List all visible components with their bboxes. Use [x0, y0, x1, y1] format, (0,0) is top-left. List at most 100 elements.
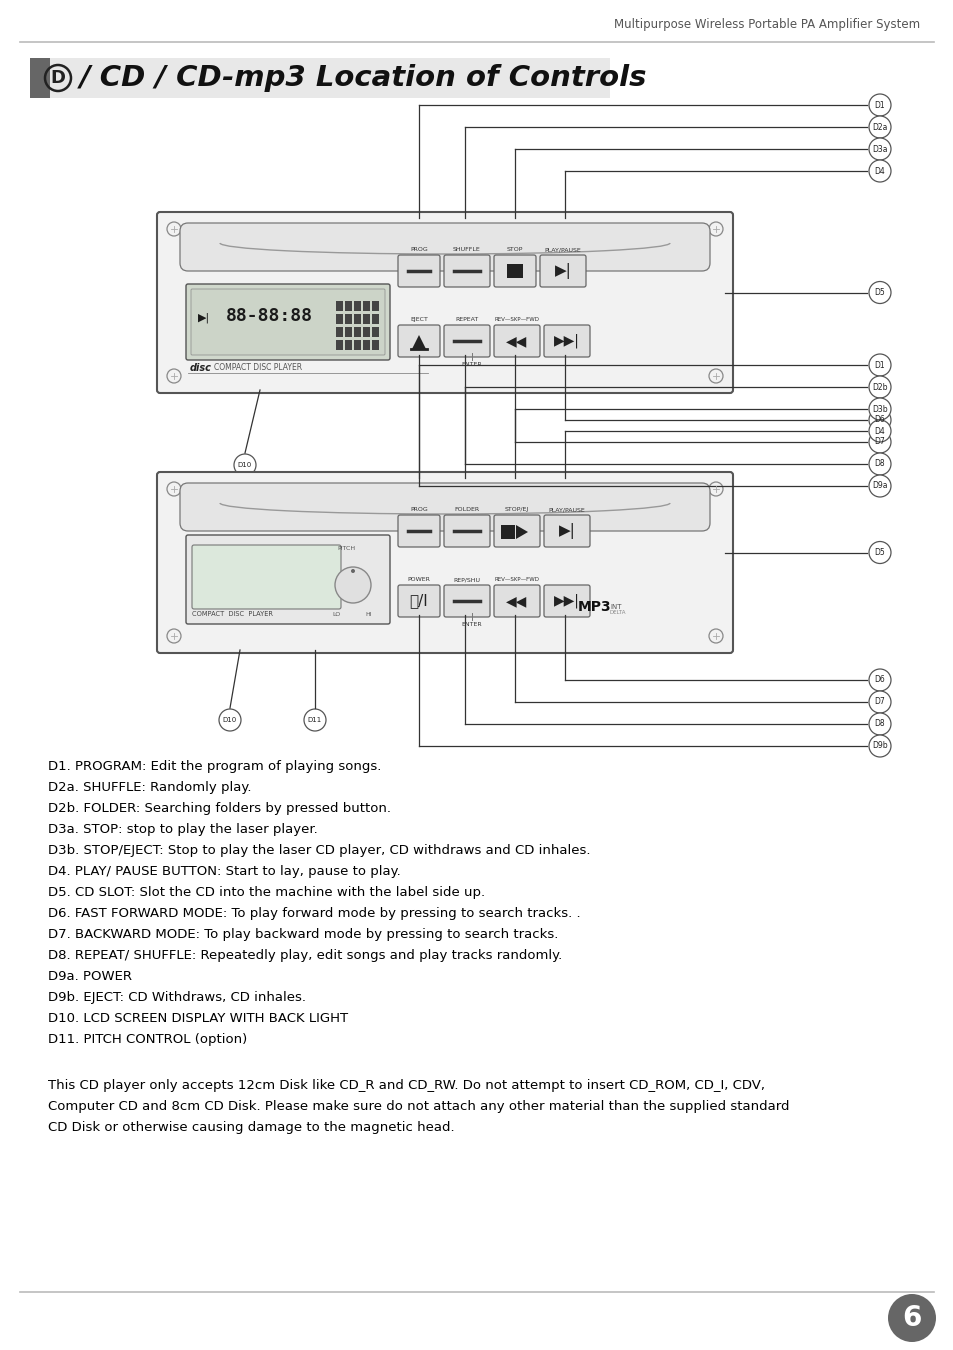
Text: PLAY/PAUSE: PLAY/PAUSE: [548, 508, 585, 512]
Circle shape: [868, 475, 890, 497]
Text: D5: D5: [874, 548, 884, 558]
Text: D4: D4: [874, 166, 884, 176]
FancyBboxPatch shape: [363, 301, 370, 310]
FancyBboxPatch shape: [335, 301, 343, 310]
Circle shape: [219, 709, 241, 730]
FancyBboxPatch shape: [335, 315, 343, 324]
FancyBboxPatch shape: [363, 315, 370, 324]
Circle shape: [335, 567, 371, 603]
Text: Multipurpose Wireless Portable PA Amplifier System: Multipurpose Wireless Portable PA Amplif…: [613, 18, 919, 31]
Text: PITCH: PITCH: [336, 547, 355, 552]
FancyBboxPatch shape: [30, 58, 609, 99]
Circle shape: [868, 454, 890, 475]
FancyBboxPatch shape: [345, 301, 352, 310]
FancyBboxPatch shape: [191, 289, 385, 355]
Text: 88-88:88: 88-88:88: [226, 306, 313, 325]
FancyBboxPatch shape: [354, 327, 360, 338]
Text: STOP/EJ: STOP/EJ: [504, 508, 529, 512]
Text: D6. FAST FORWARD MODE: To play forward mode by pressing to search tracks. .: D6. FAST FORWARD MODE: To play forward m…: [48, 907, 580, 919]
FancyBboxPatch shape: [397, 514, 439, 547]
Polygon shape: [412, 335, 426, 350]
Circle shape: [167, 482, 181, 495]
FancyBboxPatch shape: [397, 325, 439, 356]
FancyBboxPatch shape: [335, 327, 343, 338]
Text: This CD player only accepts 12cm Disk like CD_R and CD_RW. Do not attempt to ins: This CD player only accepts 12cm Disk li…: [48, 1079, 764, 1092]
Circle shape: [868, 431, 890, 454]
Text: D9b: D9b: [871, 741, 887, 751]
Circle shape: [167, 629, 181, 643]
Text: REV—SKP—FWD: REV—SKP—FWD: [494, 317, 539, 323]
Text: ▶▶|: ▶▶|: [554, 333, 579, 348]
FancyBboxPatch shape: [543, 325, 589, 356]
Polygon shape: [516, 525, 527, 539]
FancyBboxPatch shape: [180, 223, 709, 271]
Text: D9a: D9a: [871, 482, 887, 490]
Text: PROG: PROG: [410, 247, 428, 252]
FancyBboxPatch shape: [494, 585, 539, 617]
Circle shape: [868, 420, 890, 441]
FancyBboxPatch shape: [186, 284, 390, 360]
Text: D3b. STOP/EJECT: Stop to play the laser CD player, CD withdraws and CD inhales.: D3b. STOP/EJECT: Stop to play the laser …: [48, 844, 590, 857]
FancyBboxPatch shape: [372, 340, 378, 350]
Circle shape: [868, 161, 890, 182]
Text: ▶|: ▶|: [558, 522, 575, 539]
FancyBboxPatch shape: [372, 315, 378, 324]
Text: disc: disc: [190, 363, 212, 373]
FancyBboxPatch shape: [363, 327, 370, 338]
Text: ◀◀: ◀◀: [506, 333, 527, 348]
Text: D6: D6: [874, 416, 884, 424]
FancyBboxPatch shape: [443, 514, 490, 547]
Circle shape: [868, 713, 890, 734]
Circle shape: [868, 116, 890, 138]
Text: D11. PITCH CONTROL (option): D11. PITCH CONTROL (option): [48, 1033, 247, 1046]
Text: D9a. POWER: D9a. POWER: [48, 971, 132, 983]
Text: D3b: D3b: [871, 405, 887, 413]
Circle shape: [708, 629, 722, 643]
Circle shape: [868, 691, 890, 713]
Text: / CD / CD-mp3 Location of Controls: / CD / CD-mp3 Location of Controls: [80, 63, 647, 92]
Text: FOLDER: FOLDER: [454, 508, 479, 512]
Text: PLAY/PAUSE: PLAY/PAUSE: [544, 247, 580, 252]
Text: D7. BACKWARD MODE: To play backward mode by pressing to search tracks.: D7. BACKWARD MODE: To play backward mode…: [48, 927, 558, 941]
Circle shape: [868, 670, 890, 691]
FancyBboxPatch shape: [180, 483, 709, 531]
Circle shape: [868, 282, 890, 304]
FancyBboxPatch shape: [397, 585, 439, 617]
Text: ▶▶|: ▶▶|: [554, 594, 579, 609]
Text: D8: D8: [874, 459, 884, 468]
Circle shape: [868, 138, 890, 161]
FancyBboxPatch shape: [506, 265, 522, 278]
FancyBboxPatch shape: [543, 585, 589, 617]
Text: D6: D6: [874, 675, 884, 684]
Circle shape: [304, 709, 326, 730]
Text: D8: D8: [874, 720, 884, 729]
Text: REV—SKP—FWD: REV—SKP—FWD: [494, 576, 539, 582]
FancyBboxPatch shape: [372, 301, 378, 310]
Text: Computer CD and 8cm CD Disk. Please make sure do not attach any other material t: Computer CD and 8cm CD Disk. Please make…: [48, 1100, 789, 1112]
Text: HI: HI: [365, 612, 372, 617]
Text: D3a: D3a: [871, 144, 887, 154]
Circle shape: [868, 398, 890, 420]
FancyBboxPatch shape: [543, 514, 589, 547]
Text: D1. PROGRAM: Edit the program of playing songs.: D1. PROGRAM: Edit the program of playing…: [48, 760, 381, 774]
Text: D1: D1: [874, 100, 884, 109]
Circle shape: [868, 734, 890, 757]
Text: LO: LO: [333, 612, 341, 617]
Text: ⏻/I: ⏻/I: [409, 594, 428, 609]
FancyBboxPatch shape: [157, 472, 732, 653]
Circle shape: [868, 541, 890, 563]
Circle shape: [167, 369, 181, 383]
Text: D8. REPEAT/ SHUFFLE: Repeatedly play, edit songs and play tracks randomly.: D8. REPEAT/ SHUFFLE: Repeatedly play, ed…: [48, 949, 561, 963]
FancyBboxPatch shape: [494, 255, 536, 288]
Text: ◀◀: ◀◀: [506, 594, 527, 608]
Circle shape: [868, 354, 890, 377]
Text: POWER: POWER: [407, 576, 430, 582]
Circle shape: [708, 369, 722, 383]
FancyBboxPatch shape: [397, 255, 439, 288]
FancyBboxPatch shape: [494, 325, 539, 356]
Text: REP/SHU: REP/SHU: [453, 576, 480, 582]
Circle shape: [708, 221, 722, 236]
Text: ENTER: ENTER: [461, 362, 482, 367]
Circle shape: [868, 95, 890, 116]
Text: D7: D7: [874, 698, 884, 706]
